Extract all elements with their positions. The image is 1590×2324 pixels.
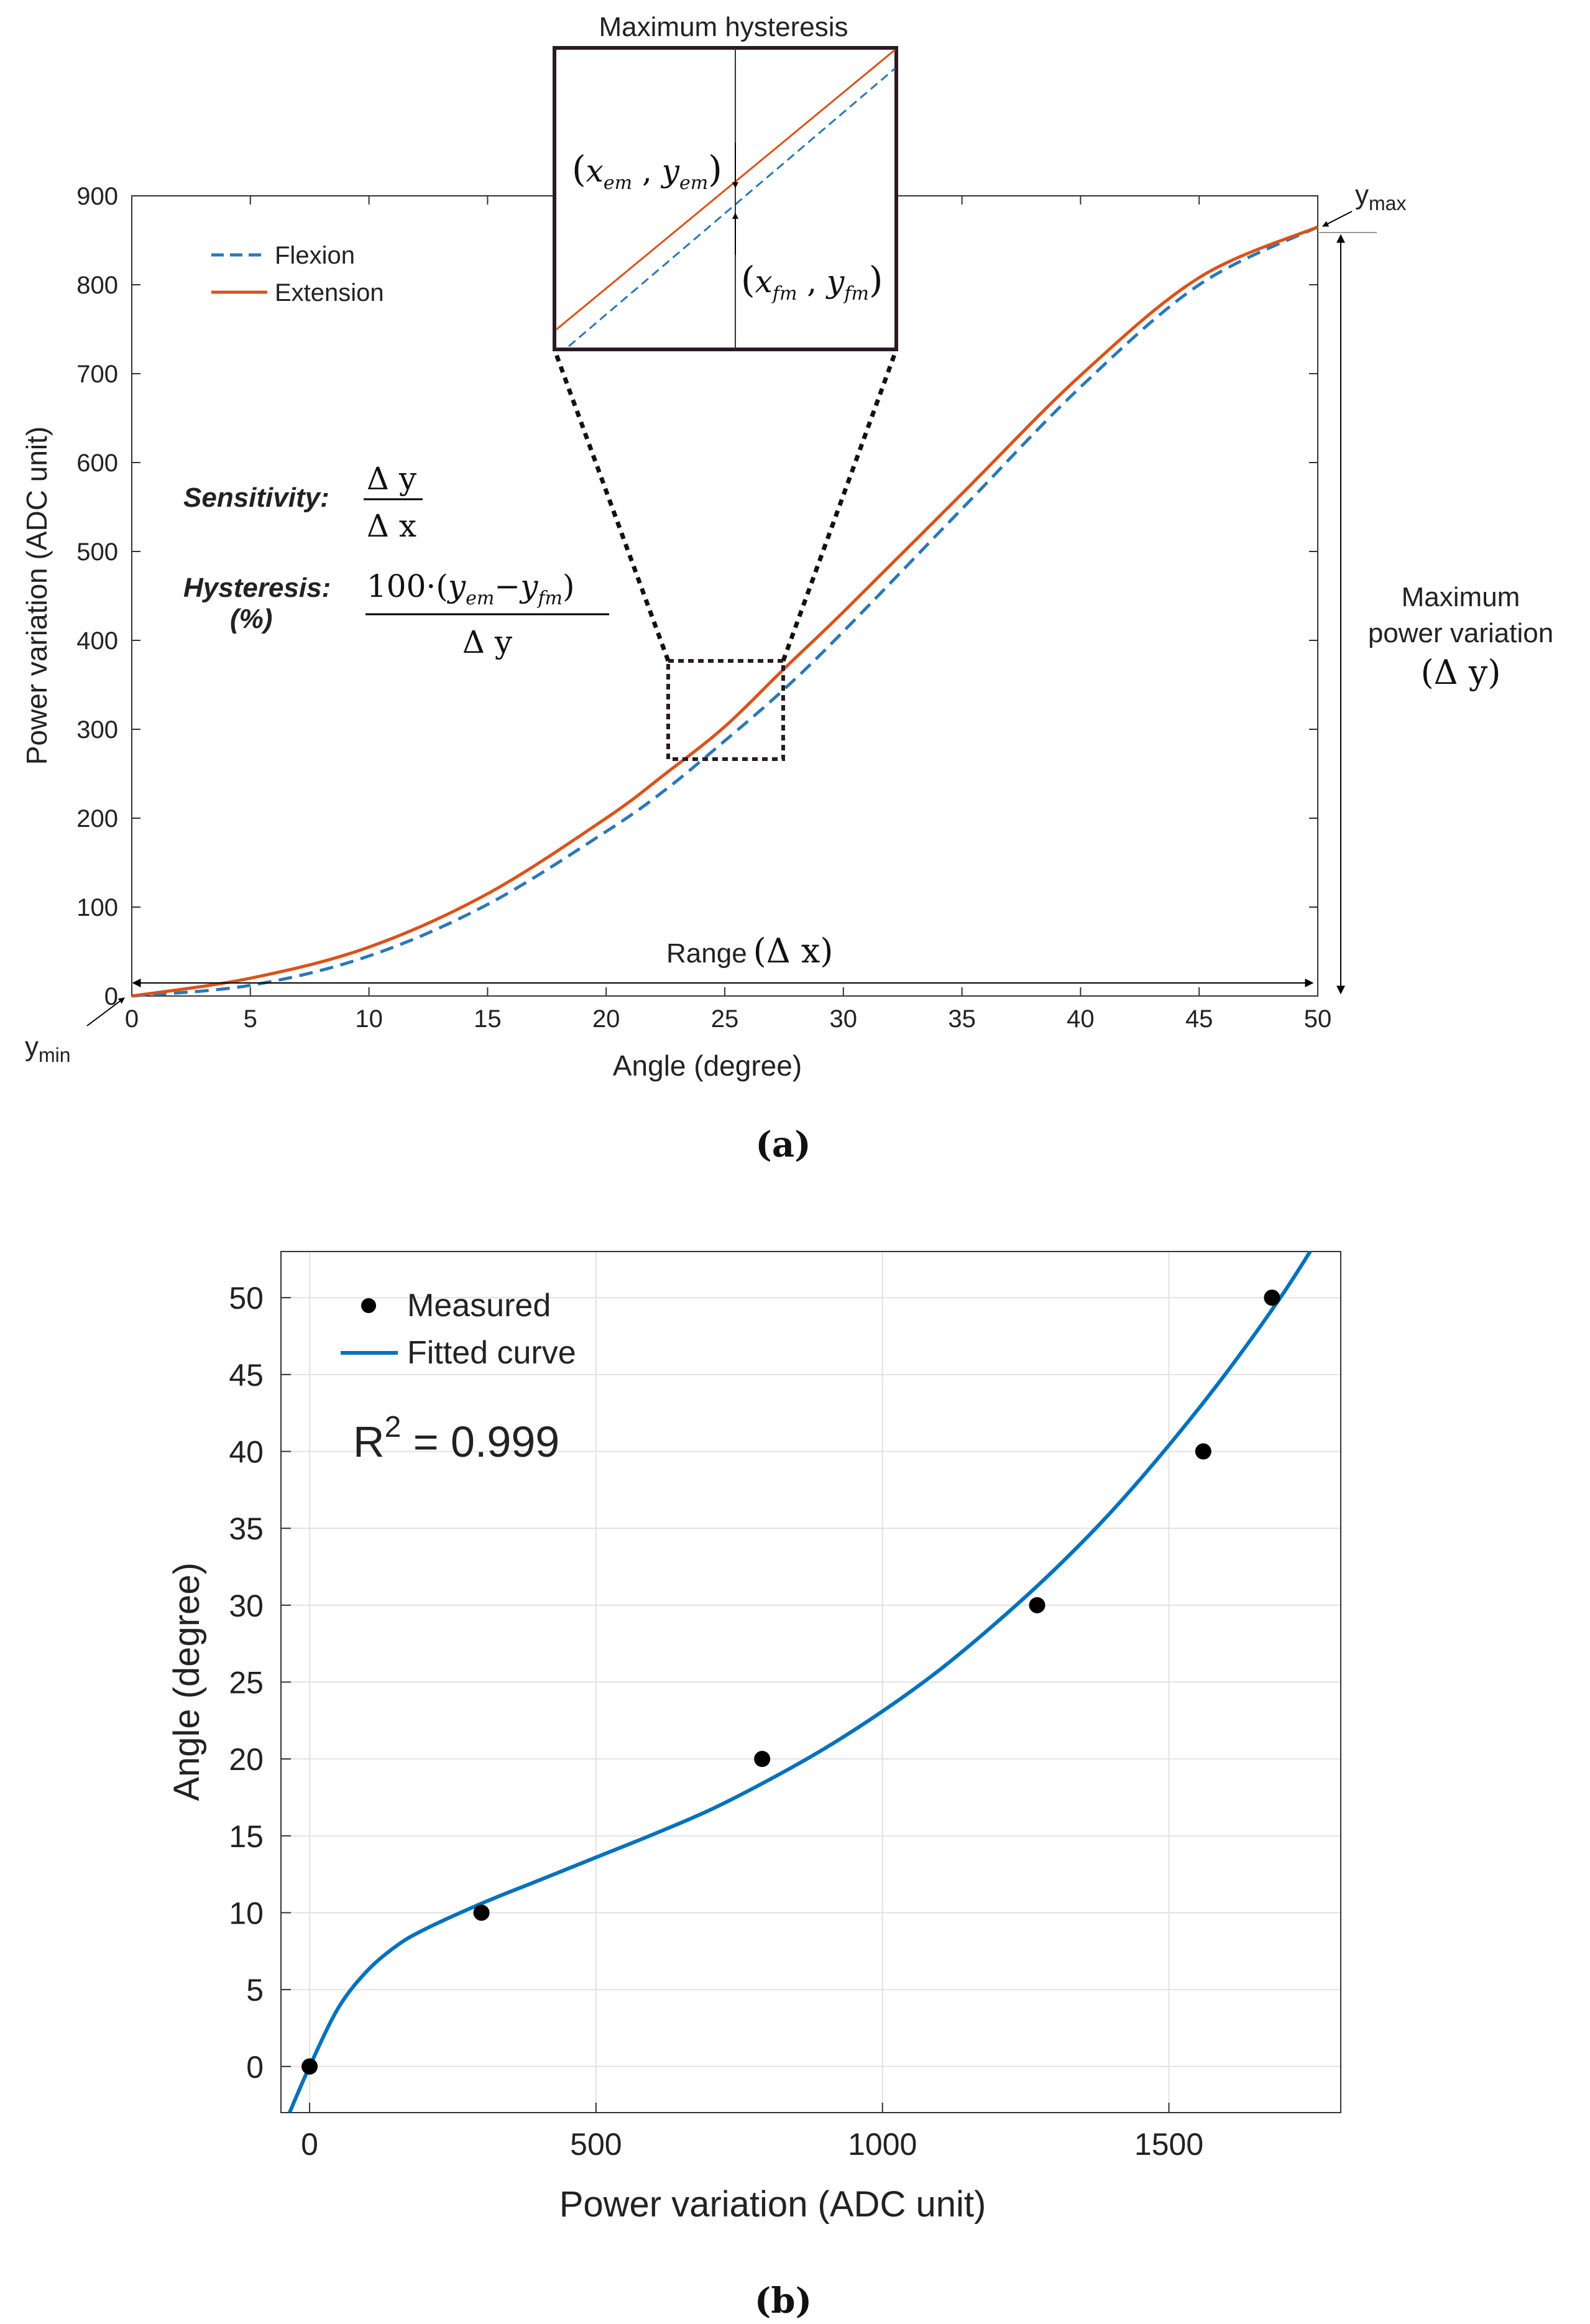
chart-b-xtick-label: 500 [570, 2127, 622, 2162]
range-label: Range (Δ x) [666, 931, 833, 971]
legend-measured-swatch [361, 1298, 376, 1313]
inset: (xem , yem) (xfm , yfm) [553, 46, 898, 351]
chart-a-xtick-label: 40 [1067, 1005, 1095, 1033]
chart-a-ytick-label: 300 [76, 716, 118, 744]
ymin-label: ymin [25, 1031, 71, 1066]
chart-b-measured-point [301, 2058, 318, 2075]
zoom-region-box [666, 659, 785, 761]
chart-a-xtick-label: 50 [1304, 1005, 1332, 1033]
sensitivity-label: Sensitivity: [183, 482, 329, 513]
point-em-label: (xem , yem) [572, 148, 722, 194]
chart-a-xlabel: Angle (degree) [613, 1049, 802, 1082]
max-power-math: (Δ y) [1421, 653, 1501, 692]
legend-extension-label: Extension [275, 279, 384, 307]
chart-b-fitted-curve [288, 1252, 1313, 2113]
chart-b: 0 500 1000 1500 0 5 10 15 20 25 30 35 40 45 50 Measure… [167, 1251, 1341, 2322]
chart-b-ytick-label: 40 [229, 1435, 264, 1470]
zoom-connector-left [552, 348, 671, 662]
hysteresis-unit: (%) [230, 604, 272, 634]
chart-b-ytick-label: 10 [229, 1896, 264, 1930]
chart-a-xtick-label: 5 [244, 1005, 257, 1033]
chart-a-ylabel: Power variation (ADC unit) [21, 427, 53, 765]
chart-a-ytick-label: 0 [104, 983, 118, 1010]
inset-title: Maximum hysteresis [599, 12, 848, 42]
inset-extension-curve [556, 48, 896, 331]
chart-b-ytick-label: 25 [229, 1666, 264, 1700]
max-power-line2: power variation [1368, 618, 1553, 648]
ymax-label: ymax [1355, 180, 1406, 214]
chart-b-ytick-label: 30 [229, 1589, 264, 1623]
chart-b-measured-point [754, 1751, 771, 1768]
legend-measured-label: Measured [407, 1288, 551, 1324]
chart-a-ytick-label: 400 [76, 627, 118, 655]
legend-fitted-label: Fitted curve [407, 1335, 576, 1371]
hysteresis-label: Hysteresis: [183, 573, 331, 603]
chart-b-xtick-label: 0 [301, 2127, 318, 2162]
chart-b-ytick-label: 5 [246, 1973, 264, 2008]
chart-a-xtick-label: 15 [474, 1005, 502, 1033]
chart-a-xtick-label: 35 [948, 1005, 976, 1033]
chart-b-legend: Measured Fitted curve [341, 1288, 576, 1371]
ymax-pointer [1322, 211, 1353, 227]
chart-a-panel-label: (a) [755, 1124, 811, 1165]
inset-flexion-curve [568, 67, 896, 348]
chart-a-ytick-label: 100 [76, 894, 118, 921]
chart-b-panel-label: (b) [755, 2280, 812, 2322]
ymin-pointer [86, 997, 125, 1026]
chart-b-xtick-label: 1000 [848, 2127, 917, 2162]
chart-b-xlabel: Power variation (ADC unit) [559, 2184, 986, 2225]
chart-b-measured-point [1195, 1443, 1211, 1460]
chart-b-xtick-label: 1500 [1134, 2127, 1203, 2162]
chart-b-ytick-label: 50 [229, 1281, 264, 1316]
chart-b-ytick-label: 20 [229, 1742, 264, 1777]
chart-a-xtick-label: 30 [830, 1005, 858, 1033]
chart-b-measured-point [1264, 1289, 1280, 1306]
chart-b-ytick-label: 0 [246, 2050, 264, 2085]
chart-a-legend: Flexion Extension [211, 242, 384, 307]
point-fm-label: (xfm , yfm) [741, 259, 883, 305]
max-power-line1: Maximum [1402, 582, 1520, 612]
chart-a-xtick-label: 25 [711, 1005, 739, 1033]
chart-a-xtick-label: 45 [1185, 1005, 1213, 1033]
chart-a-ytick-label: 500 [76, 538, 118, 566]
chart-a-series-extension [131, 225, 1318, 998]
zoom-connector-right [781, 348, 899, 662]
chart-b-measured-point [1029, 1597, 1045, 1613]
chart-a-ytick-label: 800 [76, 272, 118, 299]
sensitivity-numerator: Δ y [367, 461, 417, 497]
chart-a-ytick-label: 900 [76, 183, 118, 210]
sensitivity-denominator: Δ x [367, 508, 416, 544]
chart-b-ytick-label: 35 [229, 1511, 264, 1546]
chart-a-xtick-label: 10 [355, 1005, 383, 1033]
chart-a-ytick-label: 200 [76, 805, 118, 832]
chart-b-ytick-label: 45 [229, 1358, 264, 1393]
legend-flexion-label: Flexion [275, 242, 355, 269]
chart-a-series-flexion [131, 225, 1319, 998]
chart-a: 0 5 10 15 20 25 30 35 40 45 5001002003004005006007… [21, 12, 1553, 1165]
chart-b-measured-point [473, 1904, 490, 1921]
chart-b-ytick-label: 15 [229, 1819, 264, 1854]
chart-a-xtick-label: 20 [592, 1005, 620, 1033]
hysteresis-numerator: 100·(yem−yfm) [367, 568, 575, 609]
chart-a-ytick-label: 600 [76, 450, 118, 477]
chart-a-xtick-label: 0 [125, 1005, 139, 1033]
hysteresis-denominator: Δ y [462, 624, 513, 660]
chart-a-ytick-label: 700 [76, 361, 118, 388]
r-squared-label: R2 = 0.999 [353, 1411, 559, 1466]
inset-frame [553, 46, 898, 351]
chart-b-ylabel: Angle (degree) [167, 1562, 207, 1801]
